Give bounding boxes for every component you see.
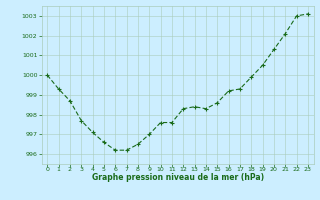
X-axis label: Graphe pression niveau de la mer (hPa): Graphe pression niveau de la mer (hPa) [92, 173, 264, 182]
